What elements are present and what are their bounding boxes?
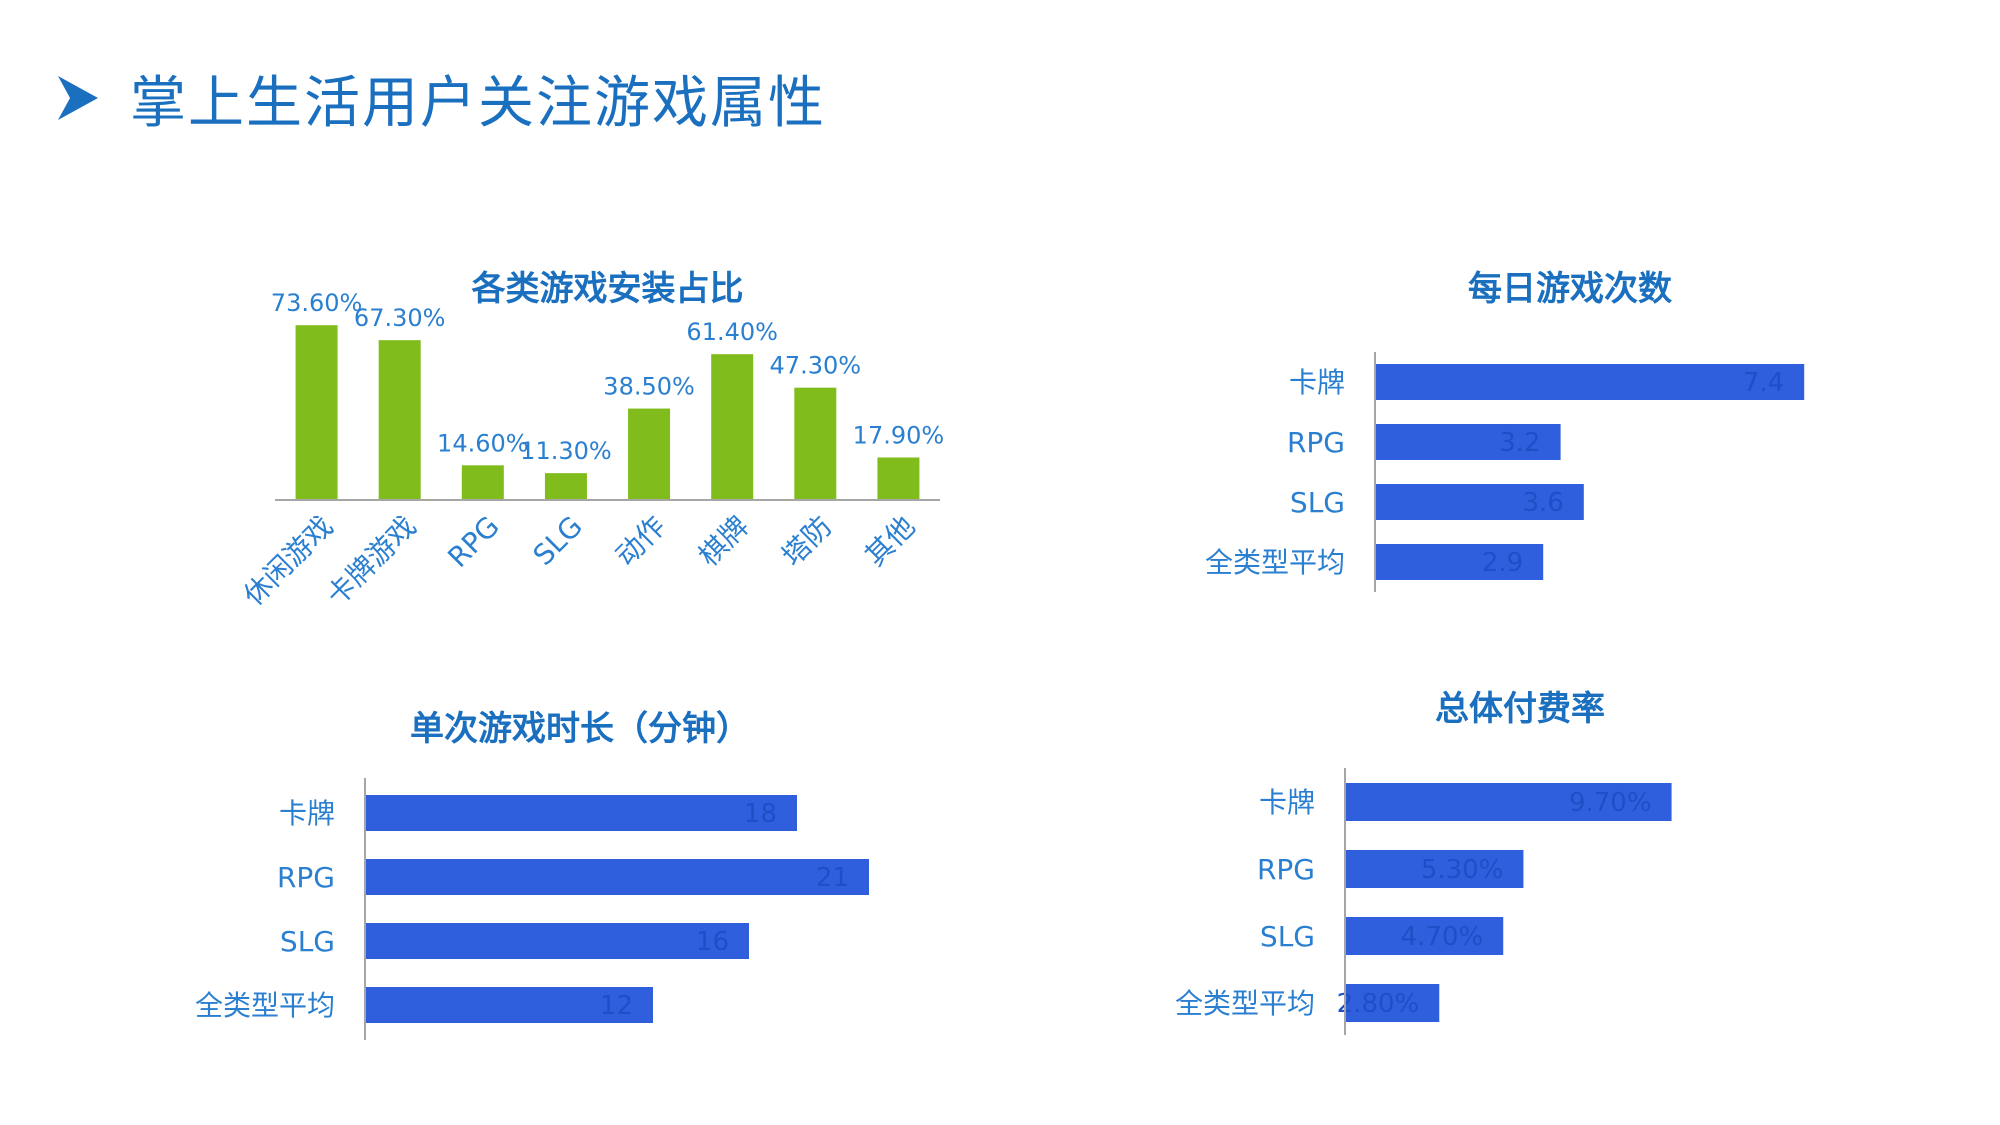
data-label: 67.30% — [354, 304, 446, 332]
data-label: 9.70% — [1569, 788, 1652, 818]
bar — [365, 795, 797, 831]
category-label: 棋牌 — [692, 510, 755, 573]
data-label: 5.30% — [1421, 855, 1504, 885]
category-label: 卡牌 — [1289, 366, 1345, 399]
category-label: 卡牌 — [279, 797, 335, 830]
bar — [628, 408, 671, 500]
bar — [544, 473, 587, 500]
bar — [295, 325, 338, 500]
data-label: 61.40% — [686, 318, 778, 346]
data-label: 47.30% — [770, 352, 862, 380]
category-label: SLG — [1260, 920, 1315, 953]
category-label: RPG — [1257, 853, 1315, 886]
bar — [378, 340, 421, 500]
data-label: 14.60% — [437, 429, 529, 457]
data-label: 12 — [600, 991, 633, 1021]
data-label: 3.6 — [1522, 488, 1563, 518]
page-title: 掌上生活用户关注游戏属性 — [130, 70, 826, 136]
category-label: 卡牌游戏 — [320, 510, 423, 613]
data-label: 7.4 — [1743, 368, 1784, 398]
category-label: 其他 — [858, 510, 921, 573]
category-label: RPG — [277, 861, 335, 894]
category-label: 动作 — [609, 510, 672, 573]
category-label: RPG — [1287, 426, 1345, 459]
slide-header: 掌上生活用户关注游戏属性 — [58, 58, 826, 138]
data-label: 4.70% — [1401, 922, 1484, 952]
data-label: 2.9 — [1482, 548, 1523, 578]
bar — [1345, 850, 1524, 888]
install-share-chart: 各类游戏安装占比 73.60% 休闲游戏 67.30% 卡牌游戏 14.60% RPG 11.… — [237, 269, 945, 613]
bar — [1345, 984, 1440, 1022]
bar — [1375, 424, 1561, 460]
category-label: 全类型平均 — [1205, 546, 1345, 579]
bar — [1375, 484, 1584, 520]
category-label: 塔防 — [775, 510, 838, 573]
chart-title: 各类游戏安装占比 — [472, 269, 744, 309]
pay-rate-chart: 总体付费率 9.70% 卡牌 5.30% RPG 4.70% SLG 2.80% 全类型平均 — [1175, 689, 1672, 1035]
data-label: 2.80% — [1337, 989, 1420, 1019]
bar — [1345, 783, 1672, 821]
bar — [1345, 917, 1504, 955]
bar — [1375, 544, 1544, 580]
bar — [365, 859, 869, 895]
chart-title: 总体付费率 — [1435, 689, 1605, 729]
bar — [365, 987, 653, 1023]
data-label: 16 — [696, 927, 729, 957]
bar — [711, 354, 754, 500]
data-label: 21 — [816, 863, 849, 893]
category-label: SLG — [1290, 486, 1345, 519]
category-label: 全类型平均 — [1175, 987, 1315, 1020]
data-label: 3.2 — [1499, 428, 1540, 458]
bar — [877, 457, 920, 500]
category-label: 卡牌 — [1259, 786, 1315, 819]
arrow-bullet-icon — [58, 76, 98, 120]
category-label: RPG — [441, 510, 505, 574]
data-label: 17.90% — [853, 421, 945, 449]
chart-title: 单次游戏时长（分钟） — [410, 709, 750, 749]
bar — [794, 387, 837, 500]
session-duration-chart: 单次游戏时长（分钟） 18 卡牌 21 RPG 16 SLG 12 全类型平均 — [195, 709, 869, 1040]
category-label: 休闲游戏 — [237, 510, 340, 613]
chart-title: 每日游戏次数 — [1468, 269, 1672, 309]
data-label: 73.60% — [271, 289, 363, 317]
bar — [461, 465, 504, 500]
category-label: SLG — [280, 925, 335, 958]
bar — [365, 923, 749, 959]
data-label: 18 — [744, 799, 777, 829]
category-label: 全类型平均 — [195, 989, 335, 1022]
daily-plays-chart: 每日游戏次数 7.4 卡牌 3.2 RPG 3.6 SLG 2.9 全类型平均 — [1205, 269, 1805, 592]
data-label: 11.30% — [520, 437, 612, 465]
category-label: SLG — [527, 510, 589, 572]
bar — [1375, 364, 1805, 400]
data-label: 38.50% — [603, 373, 695, 401]
